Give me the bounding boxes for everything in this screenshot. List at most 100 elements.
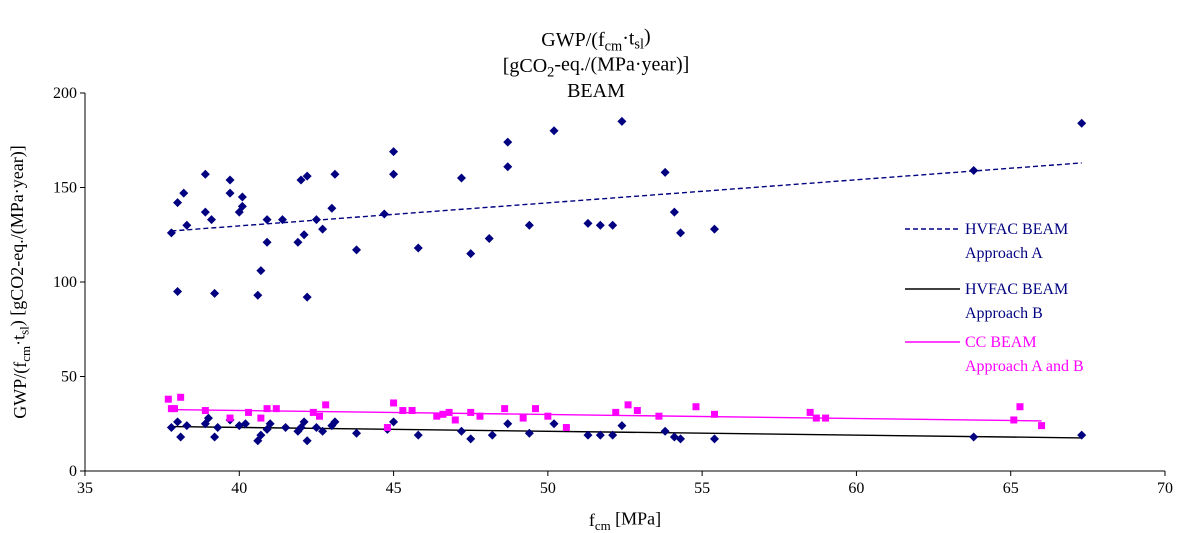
data-point: [456, 173, 466, 183]
data-point: [503, 162, 513, 172]
data-point: [253, 290, 263, 300]
data-point: [262, 215, 272, 225]
data-point: [1010, 416, 1018, 424]
data-point: [352, 245, 362, 255]
data-point: [467, 408, 475, 416]
data-point: [544, 412, 552, 420]
data-point: [293, 237, 303, 247]
data-point: [389, 417, 399, 427]
data-point: [173, 417, 183, 427]
series-2: [166, 413, 1087, 446]
data-point: [166, 228, 176, 238]
data-point: [182, 220, 192, 230]
data-point: [302, 171, 312, 181]
data-point: [413, 243, 423, 253]
data-point: [660, 167, 670, 177]
data-point: [311, 423, 321, 433]
trend-line-2: [171, 425, 1082, 439]
data-point: [484, 234, 494, 244]
plot-area: [164, 116, 1087, 446]
y-tick-label: 200: [53, 85, 77, 102]
data-point: [1077, 118, 1087, 128]
data-point: [583, 218, 593, 228]
data-point: [624, 401, 632, 409]
data-point: [210, 288, 220, 298]
series-3: [164, 393, 1046, 432]
data-point: [309, 408, 317, 416]
x-tick-label: 70: [1157, 480, 1173, 497]
data-point: [433, 412, 441, 420]
data-point: [330, 417, 340, 427]
legend-label-2-2: Approach B: [965, 305, 1043, 322]
data-point: [676, 434, 686, 444]
data-point: [549, 126, 559, 136]
y-tick-label: 0: [69, 463, 77, 480]
data-point: [1016, 403, 1024, 411]
legend-label-3-2: Approach A and B: [965, 358, 1084, 375]
data-point: [519, 414, 527, 422]
data-point: [200, 207, 210, 217]
data-point: [225, 175, 235, 185]
data-point: [812, 414, 820, 422]
data-point: [655, 412, 663, 420]
x-tick-label: 45: [386, 480, 402, 497]
data-point: [179, 188, 189, 198]
data-point: [256, 430, 266, 440]
x-tick-label: 40: [231, 480, 247, 497]
data-point: [226, 414, 234, 422]
trend-line-1: [171, 162, 1082, 232]
data-point: [676, 228, 686, 238]
data-point: [451, 416, 459, 424]
data-point: [164, 395, 172, 403]
data-point: [390, 399, 398, 407]
data-point: [207, 215, 217, 225]
title-line-3: BEAM: [567, 80, 625, 102]
data-point: [182, 421, 192, 431]
data-point: [383, 424, 391, 432]
data-point: [237, 192, 247, 202]
data-point: [501, 405, 509, 413]
data-point: [1038, 422, 1046, 430]
data-point: [633, 407, 641, 415]
data-point: [240, 419, 250, 429]
data-point: [608, 220, 618, 230]
data-point: [318, 224, 328, 234]
legend: HVFAC BEAM Approach A HVFAC BEAM Approach B…: [905, 221, 1084, 375]
data-point: [330, 169, 340, 179]
x-tick-label: 50: [540, 480, 556, 497]
data-point: [595, 430, 605, 440]
x-tick-label: 60: [848, 480, 864, 497]
data-point: [316, 412, 324, 420]
data-point: [408, 407, 416, 415]
data-point: [225, 188, 235, 198]
data-point: [549, 419, 559, 429]
trend-line-3: [168, 408, 1042, 422]
data-point: [262, 237, 272, 247]
data-point: [327, 203, 337, 213]
data-point: [660, 426, 670, 436]
title-line-1: GWP/(fcm·tsl): [541, 26, 650, 55]
data-point: [583, 430, 593, 440]
y-axis-label: GWP/(fcm·tsl) [gCO2-eq./(MPa·year)]: [7, 145, 33, 418]
data-point: [173, 198, 183, 208]
y-tick-label: 150: [53, 180, 77, 197]
legend-label-1-1: HVFAC BEAM: [965, 221, 1068, 238]
data-point: [311, 215, 321, 225]
data-point: [277, 215, 287, 225]
data-point: [272, 405, 280, 413]
data-point: [389, 147, 399, 157]
data-point: [503, 137, 513, 147]
title-line-2: [gCO2-eq./(MPa·year)]: [503, 53, 690, 80]
data-point: [399, 407, 407, 415]
data-point: [806, 408, 814, 416]
data-point: [503, 419, 513, 429]
data-point: [318, 426, 328, 436]
data-point: [466, 249, 476, 259]
data-point: [476, 412, 484, 420]
data-point: [969, 432, 979, 442]
data-point: [487, 430, 497, 440]
data-point: [709, 224, 719, 234]
data-point: [166, 423, 176, 433]
data-point: [200, 169, 210, 179]
